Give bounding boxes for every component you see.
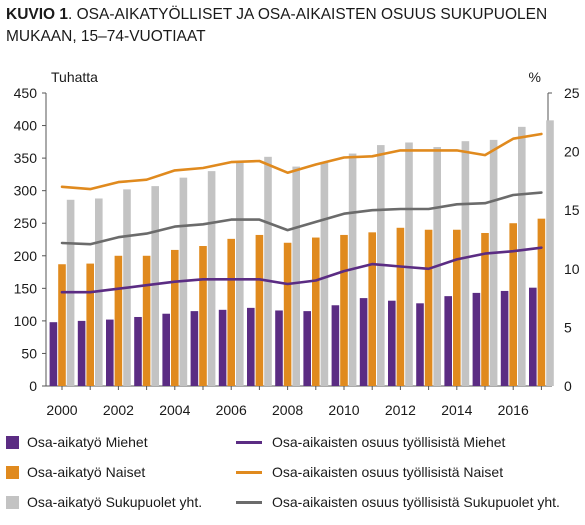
y-left-tick-label: 200 (14, 248, 38, 264)
bar-men (247, 307, 255, 386)
bar-women (199, 246, 207, 386)
y-right-tick-label: 15 (564, 202, 580, 218)
bar-women (142, 255, 151, 386)
bar-total (489, 139, 498, 386)
bar-men (49, 322, 58, 386)
y-left-tick-label: 150 (14, 280, 38, 296)
bar-men (275, 310, 283, 386)
x-tick-label: 2016 (498, 402, 529, 418)
bar-total (292, 166, 300, 386)
bar-men (472, 292, 481, 386)
bar-men (303, 311, 311, 386)
line-men (60, 246, 543, 294)
y-left-tick-label: 400 (14, 118, 38, 134)
bar-total (236, 162, 244, 386)
bar-men (388, 300, 396, 386)
y-left-tick-label: 0 (29, 378, 37, 394)
bar-men (190, 311, 199, 386)
bar-men (331, 305, 340, 386)
bar-total (405, 142, 413, 386)
line-women (60, 132, 543, 191)
x-tick-label: 2012 (385, 402, 416, 418)
bar-women (312, 237, 320, 386)
bar-women (340, 234, 348, 386)
y-left-tick-label: 50 (21, 345, 37, 361)
bar-women (481, 232, 489, 386)
bar-women (255, 234, 264, 386)
bar-women (453, 229, 461, 386)
bar-women (58, 264, 66, 386)
y-right-tick-label: 25 (564, 85, 580, 101)
y-right-unit-label: % (529, 69, 541, 85)
y-right-tick-label: 5 (564, 319, 572, 335)
bar-women (424, 229, 433, 386)
bar-men (500, 290, 509, 386)
chart-title-prefix: KUVIO 1 (6, 6, 69, 23)
bar-women (86, 263, 94, 386)
bar-men (106, 319, 114, 386)
chart-title-text: . OSA-AIKATYÖLLISET JA OSA-AIKAISTEN OSU… (6, 6, 548, 45)
y-left-unit-label: Tuhatta (51, 69, 98, 85)
y-right-tick-label: 10 (564, 261, 580, 277)
y-left-tick-label: 350 (14, 150, 38, 166)
bar-women (537, 218, 546, 386)
y-left-tick-label: 300 (14, 183, 38, 199)
bar-total (320, 162, 329, 386)
bar-women (283, 242, 292, 386)
x-tick-label: 2008 (272, 402, 303, 418)
y-left-tick-label: 100 (14, 313, 38, 329)
bar-total (264, 156, 272, 386)
bar-total (546, 120, 554, 386)
bar-women (368, 232, 376, 386)
y-left-tick-label: 450 (14, 85, 38, 101)
chart-title: KUVIO 1. OSA-AIKATYÖLLISET JA OSA-AIKAIS… (6, 4, 581, 48)
y-right-tick-label: 20 (564, 144, 580, 160)
bar-men (134, 316, 142, 386)
bar-men (218, 309, 227, 386)
bar-men (529, 287, 537, 386)
bar-women (114, 255, 123, 386)
bar-women (171, 249, 179, 386)
x-tick-label: 2006 (216, 402, 247, 418)
bar-men (77, 320, 86, 386)
bar-total (151, 186, 159, 386)
bar-total (461, 141, 470, 386)
bar-total (518, 126, 526, 386)
bar-men (444, 296, 452, 386)
x-tick-label: 2014 (441, 402, 472, 418)
bar-men (162, 313, 170, 386)
bar-women (396, 227, 405, 386)
y-left-tick-label: 250 (14, 215, 38, 231)
bar-men (359, 298, 368, 386)
y-right-tick-label: 0 (564, 378, 572, 394)
x-tick-label: 2000 (46, 402, 77, 418)
x-tick-label: 2010 (328, 402, 359, 418)
bar-women (509, 223, 517, 386)
x-tick-label: 2002 (103, 402, 134, 418)
bar-women (227, 238, 235, 386)
line-total (60, 191, 543, 246)
bar-men (416, 303, 424, 386)
x-tick-label: 2004 (159, 402, 190, 418)
